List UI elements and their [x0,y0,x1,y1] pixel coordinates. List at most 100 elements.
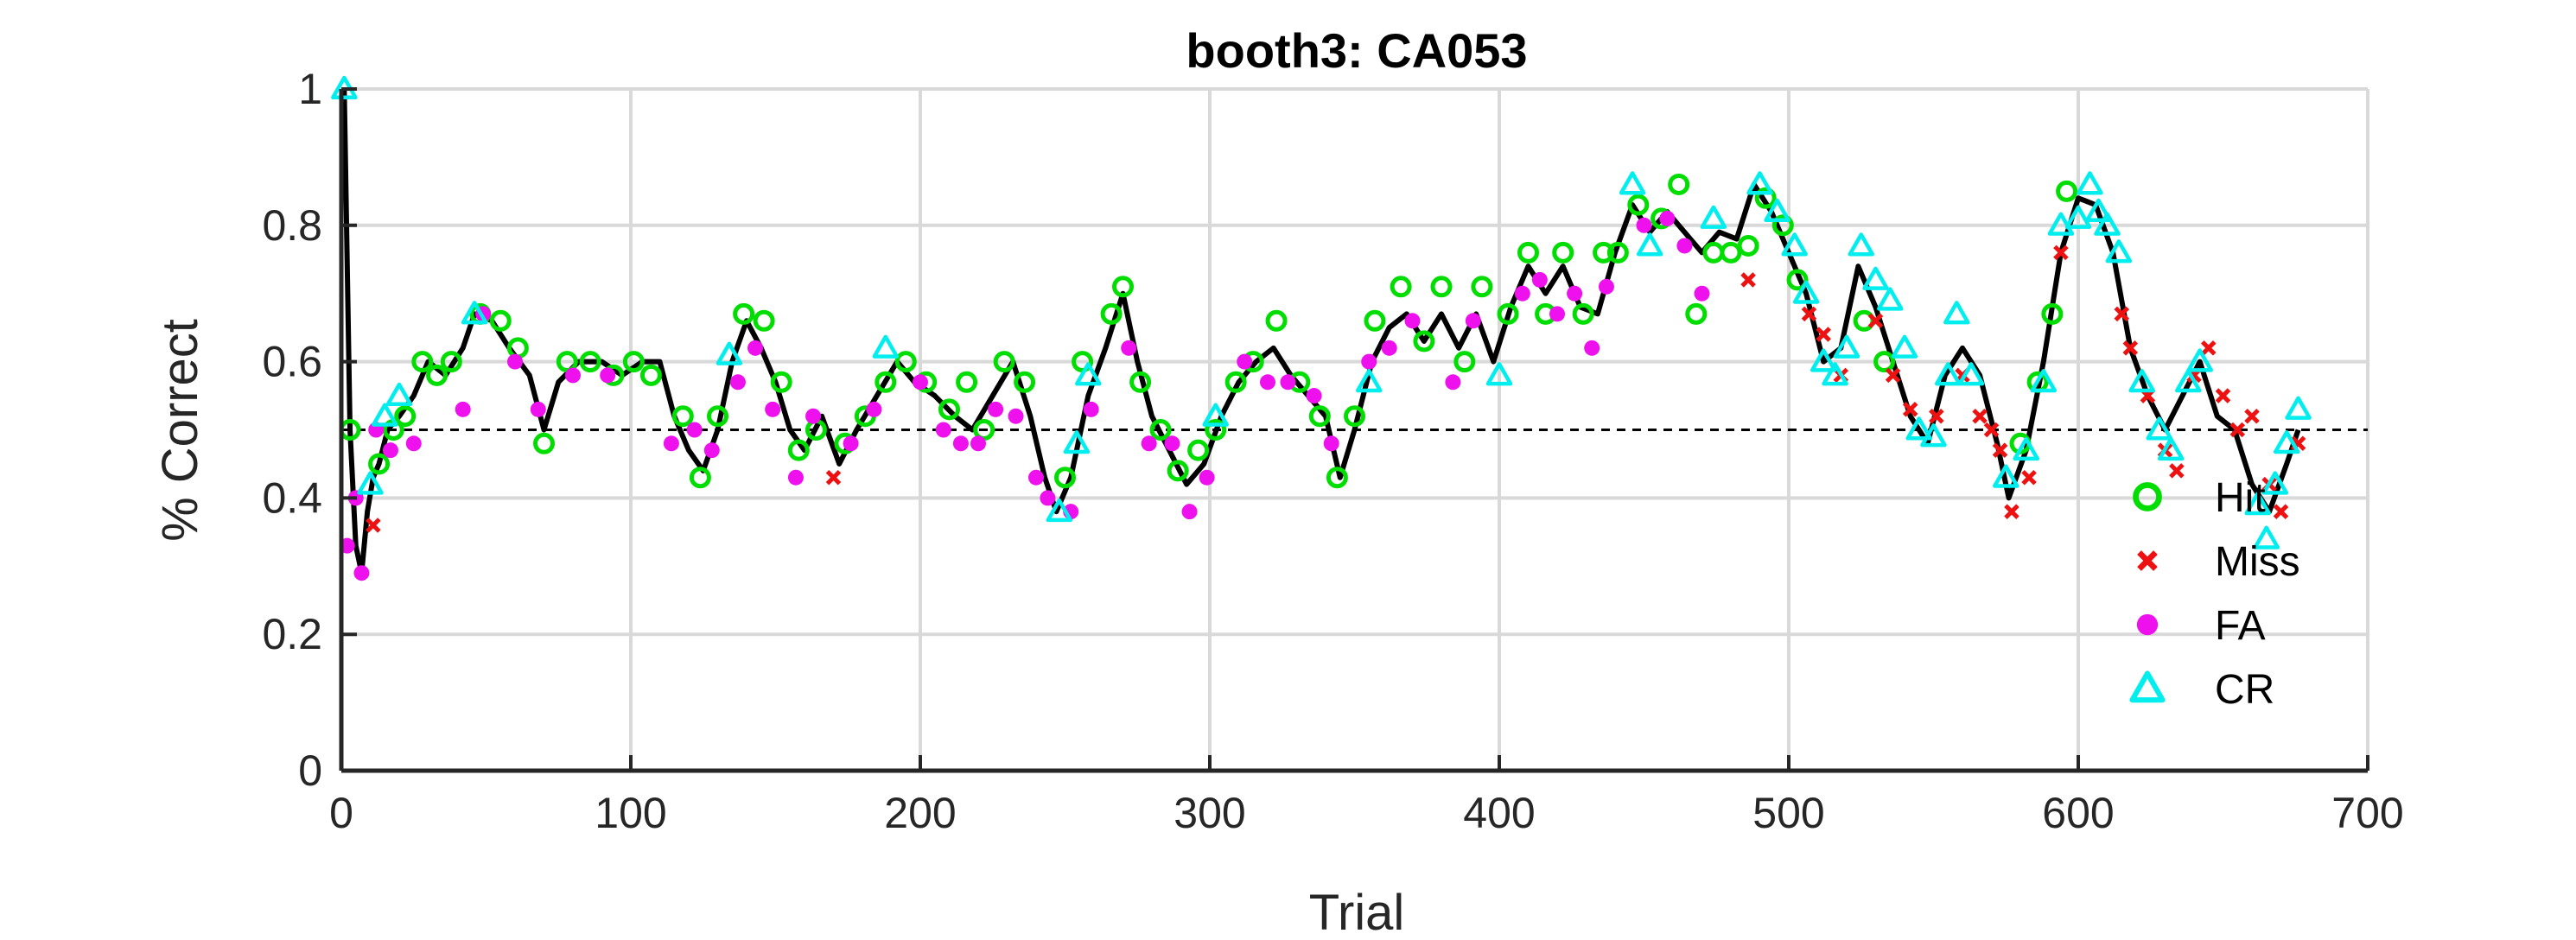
data-point-miss [2004,504,2019,519]
data-point-cr [2186,348,2213,372]
data-point-fa [1598,278,1614,295]
data-point-miss [2229,422,2246,438]
data-point-hit [1517,241,1539,264]
data-point-miss [1983,422,2000,438]
data-point-hit [1873,351,1896,373]
data-point-cr [1833,334,1860,359]
data-point-fa [1008,408,1024,424]
grid [340,87,2369,772]
data-point-fa [1404,313,1421,329]
legend-marker-miss [2137,550,2158,571]
data-point-fa [805,408,822,424]
data-point-miss [1867,313,1884,329]
data-point-cr [2047,212,2075,236]
x-tick-label: 300 [1174,789,1245,837]
data-point-hit [1167,460,1189,482]
data-point-cr [1202,403,1229,427]
data-point-hit [707,405,728,428]
data-point-cr [2077,171,2103,195]
legend-marker-cr [2129,670,2166,703]
data-point-miss [1902,402,1918,417]
data-point-hit [394,405,417,428]
data-point-fa [913,374,928,391]
data-point-hit [1129,371,1152,393]
data-point-fa [686,422,703,438]
data-point-hit [411,351,434,373]
data-point-fa [988,401,1004,417]
legend-label-hit: Hit [2215,475,2266,521]
data-point-hit [1627,194,1650,216]
series-fa [339,210,1710,581]
data-point-cr [1356,369,1383,393]
data-point-cr [461,301,488,325]
data-point-cr [2064,205,2092,229]
data-point-cr [1877,287,1904,311]
data-point-cr [2030,369,2058,393]
data-point-cr [1046,498,1073,523]
data-point-fa [1121,340,1137,356]
data-point-hit [1014,371,1036,393]
x-tick-label: 100 [595,789,666,837]
performance-trace [341,88,2301,576]
data-point-fa [600,367,616,384]
y-tick-label: 0.2 [262,610,322,658]
data-point-cr [1822,362,1848,386]
data-point-cr [1619,171,1646,195]
data-point-cr [1746,171,1773,195]
data-point-hit [1471,276,1493,298]
data-point-fa [1280,374,1296,391]
data-point-fa [703,442,720,459]
chart-title: booth3: CA053 [1186,23,1527,78]
legend-marker-fa [2136,613,2159,636]
data-point-fa [747,340,764,356]
data-point-hit [426,364,448,386]
data-point-fa [1306,388,1322,404]
data-point-miss [2244,408,2260,424]
x-tick-label: 200 [884,789,956,837]
data-point-hit [1344,405,1365,428]
data-point-hit [1364,309,1386,332]
legend-label-miss: Miss [2215,539,2300,585]
data-point-cr [1075,362,1102,386]
data-point-fa [729,374,746,391]
data-point-cr [385,382,413,407]
data-point-miss [2053,245,2069,261]
x-tick-label: 400 [1463,789,1535,837]
y-tick-label: 1 [298,65,322,113]
legend-label-cr: CR [2215,667,2274,713]
data-point-hit [1112,276,1134,298]
legend-marker-hit [2133,482,2162,511]
series-cr [331,75,2312,549]
data-point-fa [1181,504,1198,520]
data-point-hit [1100,302,1123,325]
data-point-cr [1993,464,2019,488]
data-point-fa [1361,353,1377,370]
data-point-cr [2146,416,2173,441]
data-point-miss [2215,388,2231,403]
data-point-miss [2273,504,2289,519]
data-point-cr [1935,362,1962,386]
data-point-cr [1792,280,1820,304]
data-point-cr [2285,396,2312,420]
data-point-fa [530,401,546,417]
data-point-hit [1390,276,1412,298]
data-point-miss [2021,469,2037,486]
data-point-cr [1848,232,1874,257]
data-point-hit [1593,241,1615,264]
y-tick-label: 0.4 [262,473,322,522]
data-point-cr [357,471,384,495]
data-point-cr [1905,416,1932,441]
data-point-hit [622,351,645,373]
legend: Hit Miss FA CR [2129,475,2300,713]
data-point-hit [489,309,512,332]
data-point-hit [533,432,555,454]
data-point-cr [1485,362,1513,386]
data-point-cr [2244,492,2271,516]
data-point-fa [970,435,986,452]
data-point-miss [2169,463,2185,479]
x-ticks: 0 100 200 300 400 500 600 700 [329,755,2404,837]
data-point-cr [1957,362,1985,386]
data-point-hit [1054,467,1076,489]
data-point-miss [2200,340,2217,356]
